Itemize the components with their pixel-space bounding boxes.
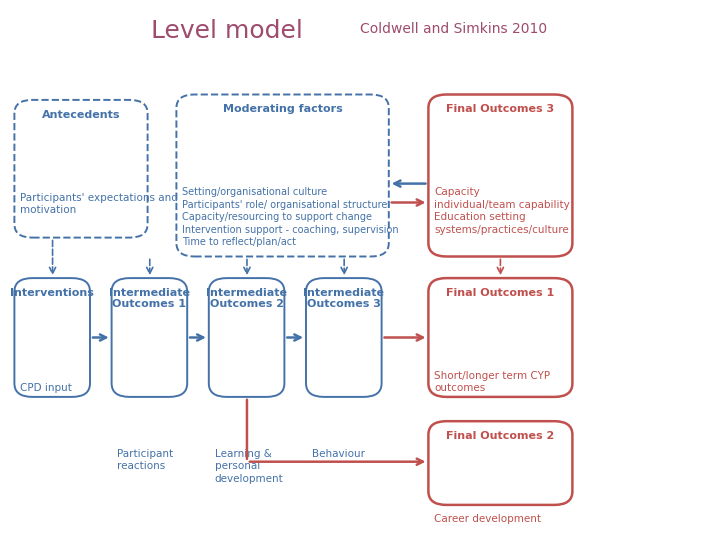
Text: Moderating factors: Moderating factors (222, 104, 343, 114)
Text: Intermediate
Outcomes 3: Intermediate Outcomes 3 (303, 288, 384, 309)
FancyBboxPatch shape (112, 278, 187, 397)
FancyBboxPatch shape (428, 421, 572, 505)
Text: Interventions: Interventions (10, 288, 94, 298)
Text: Antecedents: Antecedents (42, 110, 120, 120)
Text: Setting/organisational culture
Participants' role/ organisational structure
Capa: Setting/organisational culture Participa… (182, 187, 399, 247)
FancyBboxPatch shape (428, 278, 572, 397)
Text: Coldwell and Simkins 2010: Coldwell and Simkins 2010 (360, 22, 547, 36)
Text: Level model: Level model (151, 19, 303, 43)
Text: Intermediate
Outcomes 2: Intermediate Outcomes 2 (206, 288, 287, 309)
Text: Behaviour: Behaviour (312, 449, 365, 459)
Text: CPD input: CPD input (20, 371, 72, 393)
FancyBboxPatch shape (14, 100, 148, 238)
Text: Career development: Career development (434, 514, 541, 524)
FancyBboxPatch shape (209, 278, 284, 397)
Text: Participant
reactions: Participant reactions (117, 449, 174, 471)
Text: Capacity
individual/team capability
Education setting
systems/practices/culture: Capacity individual/team capability Educ… (434, 187, 570, 234)
Text: Final Outcomes 2: Final Outcomes 2 (446, 431, 554, 441)
Text: Intermediate
Outcomes 1: Intermediate Outcomes 1 (109, 288, 190, 309)
FancyBboxPatch shape (428, 94, 572, 256)
FancyBboxPatch shape (176, 94, 389, 256)
Text: Learning &
personal
development: Learning & personal development (215, 449, 283, 483)
Text: Participants' expectations and
motivation: Participants' expectations and motivatio… (20, 193, 178, 215)
FancyBboxPatch shape (306, 278, 382, 397)
Text: Final Outcomes 1: Final Outcomes 1 (446, 288, 554, 298)
Text: Short/longer term CYP
outcomes: Short/longer term CYP outcomes (434, 371, 550, 393)
FancyBboxPatch shape (14, 278, 90, 397)
Text: Final Outcomes 3: Final Outcomes 3 (446, 104, 554, 114)
